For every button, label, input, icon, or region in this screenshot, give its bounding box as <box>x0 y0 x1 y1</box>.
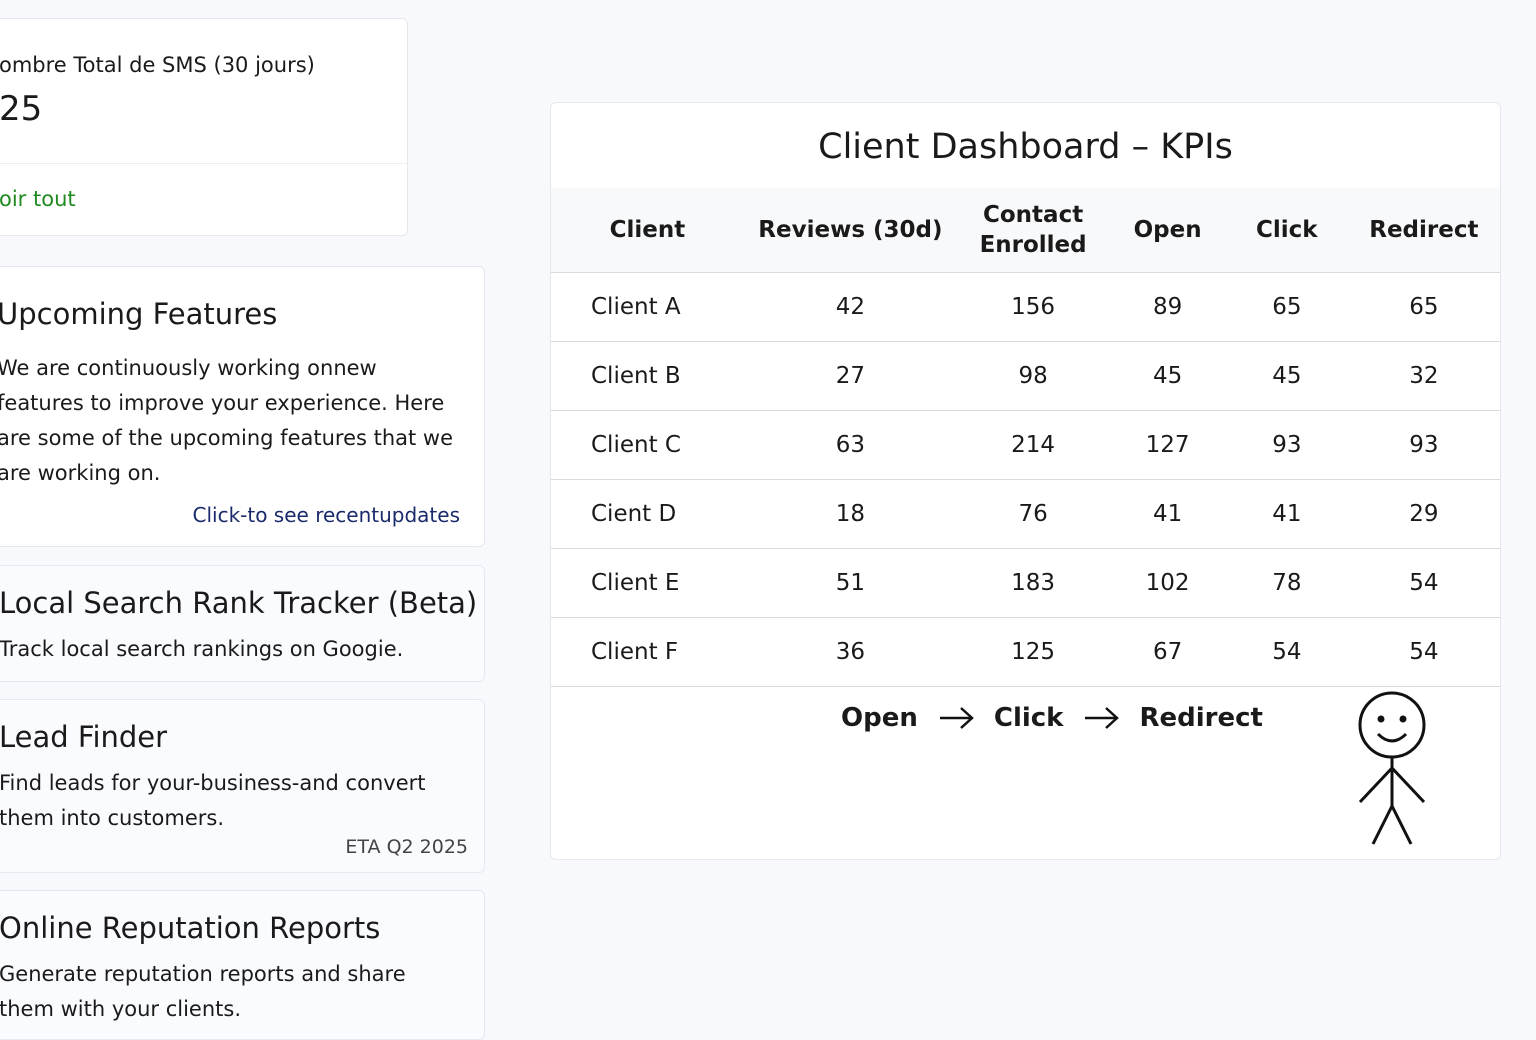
kpi-cell: 156 <box>956 272 1110 342</box>
updates-link[interactable]: Click-to see recentupdates <box>192 503 461 527</box>
view-all-link[interactable]: oir tout <box>0 187 76 211</box>
column-header: Contact Enrolled <box>956 188 1110 273</box>
column-header: Open <box>1109 188 1226 273</box>
feature-title: Online Reputation Reports <box>0 911 381 945</box>
flow-arrow <box>939 707 974 729</box>
kpi-cell: 51 <box>743 548 957 618</box>
client-name: Client E <box>551 548 744 618</box>
upcoming-text: We are continuously working onnew featur… <box>0 356 454 485</box>
feature-card: Lead Finder Find leads for your-business-… <box>0 699 485 873</box>
table-row: Client F 36 125 67 54 54 <box>551 617 1500 687</box>
kpi-cell: 89 <box>1109 272 1226 342</box>
kpi-cell: 36 <box>743 617 957 687</box>
kpi-cell: 32 <box>1347 341 1500 411</box>
upcoming-title: Upcoming Features <box>0 297 278 331</box>
upcoming-card: Upcoming Features We are continuously wo… <box>0 266 485 547</box>
column-header: Click <box>1225 188 1348 273</box>
flow-step: Redirect <box>1139 703 1263 733</box>
stick-figure <box>1358 691 1426 845</box>
kpi-cell: 27 <box>743 341 957 411</box>
flow: Open Click Redirect <box>833 703 1271 733</box>
column-header: Client <box>551 188 744 273</box>
client-name: Cient D <box>551 479 744 549</box>
feature-card: Online Reputation Reports Generate reputa… <box>0 890 485 1040</box>
dashboard-title: Client Dashboard – KPIs <box>818 127 1233 167</box>
feature-desc: Generate reputation reports and share th… <box>0 962 406 1021</box>
kpi-cell: 63 <box>743 410 957 480</box>
kpi-cell: 183 <box>956 548 1110 618</box>
feature-desc: Track local search rankings on Googie. <box>0 637 404 661</box>
client-name: Client B <box>551 341 744 411</box>
kpi-cell: 102 <box>1109 548 1226 618</box>
feature-title: Lead Finder <box>0 720 168 754</box>
column-header: Reviews (30d) <box>743 188 957 273</box>
kpi-cell: 42 <box>743 272 957 342</box>
kpi-cell: 45 <box>1109 341 1226 411</box>
kpi-cell: 41 <box>1225 479 1348 549</box>
kpi-cell: 65 <box>1347 272 1500 342</box>
client-name: Client F <box>551 617 744 687</box>
sms-label: ombre Total de SMS (30 jours) <box>0 53 315 77</box>
kpi-cell: 93 <box>1225 410 1348 480</box>
feature-card: Local Search Rank Tracker (Beta) Track lo… <box>0 565 485 682</box>
kpi-panel: Client Dashboard – KPIs Client Reviews (3… <box>550 102 1501 860</box>
client-name: Client A <box>551 272 744 342</box>
table-row: Client C 63 214 127 93 93 <box>551 410 1500 480</box>
kpi-cell: 29 <box>1347 479 1500 549</box>
kpi-cell: 125 <box>956 617 1110 687</box>
sms-value: 25 <box>0 89 43 129</box>
kpi-cell: 54 <box>1347 617 1500 687</box>
flow-arrow <box>1085 707 1120 729</box>
feature-eta: ETA Q2 2025 <box>345 836 468 858</box>
flow-step: Open <box>841 703 918 733</box>
header-row: Client Reviews (30d) Contact Enrolled Open C… <box>551 188 1500 273</box>
kpi-cell: 93 <box>1347 410 1500 480</box>
kpi-cell: 76 <box>956 479 1110 549</box>
kpi-cell: 41 <box>1109 479 1226 549</box>
sms-card: ombre Total de SMS (30 jours) 25 oir tou… <box>0 18 408 236</box>
client-name: Client C <box>551 410 744 480</box>
flow-step: Click <box>993 703 1064 733</box>
table-row: Client B 27 98 45 45 32 <box>551 341 1500 411</box>
table-row: Client A 42 156 89 65 65 <box>551 272 1500 342</box>
kpi-cell: 127 <box>1109 410 1226 480</box>
feature-title: Local Search Rank Tracker (Beta) <box>0 586 478 620</box>
divider <box>0 163 407 164</box>
kpi-table: Client Reviews (30d) Contact Enrolled Open C… <box>551 188 1500 687</box>
kpi-cell: 18 <box>743 479 957 549</box>
table-row: Client E 51 183 102 78 54 <box>551 548 1500 618</box>
kpi-cell: 214 <box>956 410 1110 480</box>
kpi-cell: 65 <box>1225 272 1348 342</box>
kpi-cell: 67 <box>1109 617 1226 687</box>
kpi-cell: 78 <box>1225 548 1348 618</box>
table-row: Cient D 18 76 41 41 29 <box>551 479 1500 549</box>
table-body: Client A 42 156 89 65 65 Client B 27 98 45 45 32 Cli… <box>551 272 1500 687</box>
feature-desc: Find leads for your-business-and convert… <box>0 771 426 830</box>
kpi-cell: 98 <box>956 341 1110 411</box>
kpi-cell: 54 <box>1225 617 1348 687</box>
kpi-cell: 45 <box>1225 341 1348 411</box>
column-header: Redirect <box>1347 188 1500 273</box>
kpi-cell: 54 <box>1347 548 1500 618</box>
